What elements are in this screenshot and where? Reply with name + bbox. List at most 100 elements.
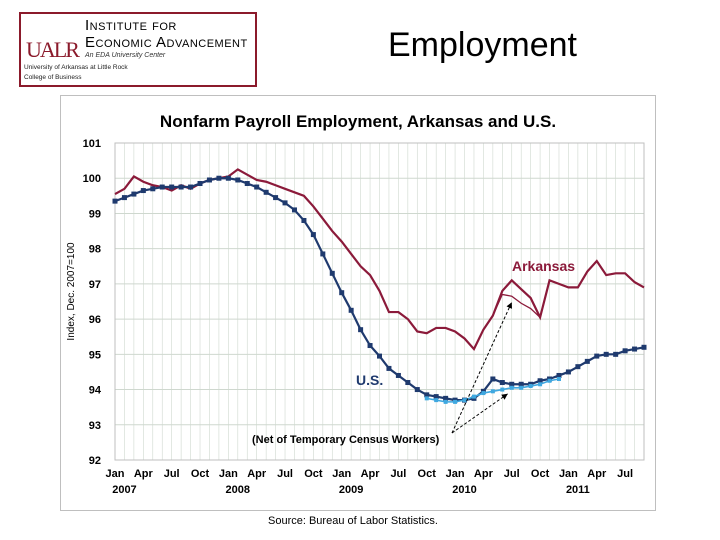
- us-point: [121, 195, 127, 201]
- us-net-census-point: [490, 389, 495, 394]
- us-net-census-point: [509, 385, 514, 390]
- y-tick-label: 96: [89, 314, 101, 326]
- us-point: [310, 232, 316, 238]
- annotation-arrow-arkansas: [451, 302, 513, 434]
- us-point: [518, 381, 524, 387]
- x-tick-label: Jan: [219, 468, 238, 480]
- us-point: [254, 184, 260, 190]
- year-label: 2011: [566, 484, 590, 496]
- y-tick-label: 92: [89, 455, 101, 467]
- x-tick-label: Apr: [587, 468, 607, 480]
- x-tick-label: Apr: [361, 468, 381, 480]
- logo-mark-text: UALR: [26, 37, 80, 62]
- us-point: [348, 307, 354, 313]
- y-axis-label: Index, Dec. 2007=100: [66, 242, 77, 341]
- y-tick-label: 100: [83, 173, 101, 185]
- us-point: [632, 346, 638, 352]
- us-point: [358, 327, 364, 333]
- us-point: [443, 395, 449, 401]
- us-point: [282, 200, 288, 206]
- us-point: [395, 372, 401, 378]
- logo: UALR Institute for Economic Advancement …: [19, 12, 257, 87]
- year-label: 2007: [112, 484, 136, 496]
- annotation-arrow-us: [451, 393, 509, 434]
- us-point: [216, 175, 222, 181]
- us-point: [159, 184, 165, 190]
- us-net-census-point: [453, 399, 458, 404]
- x-tick-label: Jul: [504, 468, 520, 480]
- us-point: [584, 358, 590, 364]
- us-point: [433, 394, 439, 400]
- y-tick-label: 101: [83, 138, 101, 150]
- us-net-census-point: [528, 384, 533, 389]
- us-point: [339, 290, 345, 296]
- ualr-logo-mark: UALR: [26, 37, 82, 62]
- series-line-arkansas-net-census: [482, 293, 541, 331]
- us-point: [178, 184, 184, 190]
- us-point: [565, 369, 571, 375]
- x-tick-label: Oct: [531, 468, 550, 480]
- us-point: [291, 207, 297, 213]
- us-point: [131, 191, 137, 197]
- year-label: 2010: [452, 484, 476, 496]
- us-point: [509, 381, 515, 387]
- us-point: [405, 380, 411, 386]
- x-tick-label: Jul: [277, 468, 293, 480]
- y-tick-label: 95: [89, 349, 101, 361]
- us-point: [273, 195, 279, 201]
- us-point: [112, 198, 118, 204]
- us-net-census-point: [547, 378, 552, 383]
- x-tick-label: Jul: [390, 468, 406, 480]
- us-point: [641, 344, 647, 350]
- us-point: [169, 184, 175, 190]
- y-tick-label: 99: [89, 208, 101, 220]
- annotation-arkansas: Arkansas: [512, 258, 575, 274]
- us-point: [613, 351, 619, 357]
- us-net-census-point: [556, 376, 561, 381]
- us-point: [386, 365, 392, 371]
- x-tick-label: Jan: [559, 468, 578, 480]
- us-point: [603, 351, 609, 357]
- us-point: [424, 392, 430, 398]
- us-point: [537, 378, 543, 384]
- plot-area-border: [114, 142, 645, 461]
- employment-chart: Nonfarm Payroll Employment, Arkansas and…: [60, 95, 656, 511]
- us-net-census-point: [443, 399, 448, 404]
- us-point: [320, 251, 326, 257]
- us-net-census-point: [424, 396, 429, 401]
- y-tick-label: 93: [89, 420, 101, 432]
- year-label: 2008: [226, 484, 250, 496]
- chart-title: Nonfarm Payroll Employment, Arkansas and…: [160, 112, 556, 131]
- us-net-census-point: [462, 398, 467, 403]
- x-tick-label: Apr: [247, 468, 267, 480]
- us-point: [301, 217, 307, 223]
- x-tick-label: Oct: [304, 468, 323, 480]
- us-point: [329, 270, 335, 276]
- us-net-census-point: [434, 398, 439, 403]
- us-point: [150, 186, 156, 192]
- slide-title: Employment: [388, 26, 577, 64]
- y-tick-label: 97: [89, 279, 101, 291]
- x-tick-label: Jul: [617, 468, 633, 480]
- us-point: [414, 387, 420, 393]
- y-tick-label: 94: [89, 385, 102, 397]
- x-tick-label: Jul: [164, 468, 180, 480]
- x-tick-label: Jan: [446, 468, 465, 480]
- x-tick-label: Apr: [474, 468, 494, 480]
- us-point: [188, 184, 194, 190]
- x-tick-label: Oct: [191, 468, 210, 480]
- logo-subtitle: An EDA University Center: [85, 52, 166, 59]
- us-point: [263, 189, 269, 195]
- logo-college: College of Business: [24, 74, 82, 81]
- us-point: [140, 188, 146, 194]
- logo-title-line2: Economic Advancement: [85, 34, 248, 51]
- us-point: [367, 343, 373, 349]
- us-net-census-point: [481, 391, 486, 396]
- us-point: [206, 177, 212, 183]
- y-tick-label: 98: [89, 244, 101, 256]
- us-net-census-point: [538, 382, 543, 387]
- annotation-us: U.S.: [356, 372, 383, 388]
- us-point: [622, 348, 628, 354]
- x-tick-label: Jan: [106, 468, 125, 480]
- us-net-census-point: [471, 394, 476, 399]
